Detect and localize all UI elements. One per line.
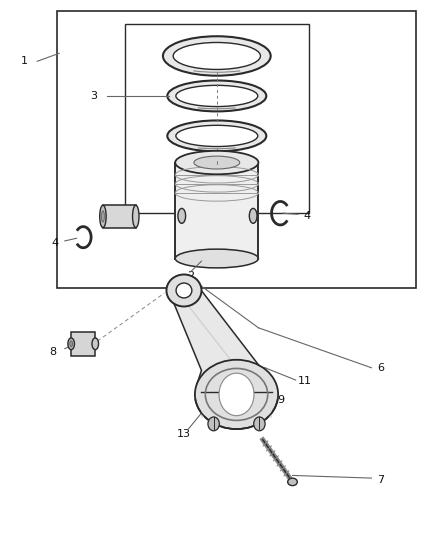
Ellipse shape bbox=[100, 205, 106, 228]
Ellipse shape bbox=[176, 283, 192, 298]
Text: 2: 2 bbox=[187, 271, 194, 281]
Text: 13: 13 bbox=[177, 430, 191, 439]
Ellipse shape bbox=[70, 341, 73, 346]
Text: 12: 12 bbox=[225, 419, 239, 429]
Ellipse shape bbox=[167, 120, 266, 151]
Bar bbox=[103, 205, 136, 228]
Ellipse shape bbox=[175, 151, 258, 174]
Ellipse shape bbox=[194, 156, 240, 169]
Polygon shape bbox=[169, 281, 272, 405]
Circle shape bbox=[208, 417, 219, 431]
Ellipse shape bbox=[178, 208, 186, 223]
Circle shape bbox=[219, 373, 254, 416]
Ellipse shape bbox=[167, 80, 266, 111]
Ellipse shape bbox=[249, 208, 257, 223]
Ellipse shape bbox=[102, 211, 104, 222]
Polygon shape bbox=[201, 392, 272, 419]
Ellipse shape bbox=[195, 360, 278, 429]
Ellipse shape bbox=[176, 125, 258, 147]
Ellipse shape bbox=[173, 43, 261, 69]
Bar bbox=[125, 24, 309, 213]
Ellipse shape bbox=[163, 36, 271, 76]
Ellipse shape bbox=[175, 249, 258, 268]
Text: 10: 10 bbox=[232, 408, 246, 418]
Text: 7: 7 bbox=[378, 475, 385, 484]
Text: 6: 6 bbox=[378, 363, 385, 373]
Ellipse shape bbox=[68, 338, 74, 350]
Bar bbox=[175, 163, 258, 259]
Ellipse shape bbox=[166, 274, 201, 306]
Text: 1: 1 bbox=[21, 56, 28, 66]
Bar bbox=[57, 11, 416, 288]
Text: 8: 8 bbox=[49, 347, 56, 357]
Ellipse shape bbox=[176, 85, 258, 107]
Ellipse shape bbox=[288, 478, 297, 486]
Text: 5: 5 bbox=[108, 207, 115, 216]
Text: 3: 3 bbox=[91, 91, 98, 101]
Ellipse shape bbox=[92, 338, 99, 350]
Bar bbox=[71, 332, 95, 356]
Circle shape bbox=[254, 417, 265, 431]
Text: 11: 11 bbox=[297, 376, 311, 386]
Text: 4: 4 bbox=[303, 211, 310, 221]
Ellipse shape bbox=[133, 205, 139, 228]
Text: 4: 4 bbox=[51, 238, 58, 247]
Text: 9: 9 bbox=[277, 395, 284, 405]
